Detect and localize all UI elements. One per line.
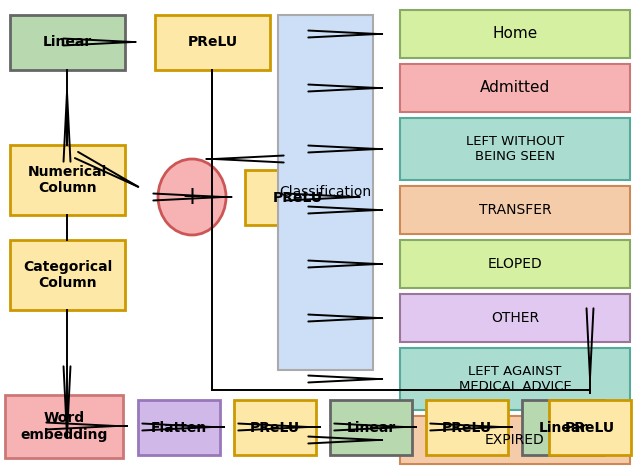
FancyBboxPatch shape [400,348,630,410]
FancyBboxPatch shape [400,64,630,112]
Text: PReLU: PReLU [442,421,492,435]
Text: Flatten: Flatten [151,421,207,435]
Text: Linear: Linear [43,35,92,50]
FancyBboxPatch shape [400,118,630,180]
Text: PReLU: PReLU [188,35,237,50]
FancyBboxPatch shape [330,400,412,455]
FancyBboxPatch shape [426,400,508,455]
FancyBboxPatch shape [522,400,604,455]
Text: TRANSFER: TRANSFER [479,203,551,217]
Text: LEFT AGAINST
MEDICAL ADVICE: LEFT AGAINST MEDICAL ADVICE [459,365,572,393]
FancyBboxPatch shape [155,15,270,70]
FancyBboxPatch shape [5,395,123,458]
Text: Classification: Classification [280,185,372,200]
FancyBboxPatch shape [10,240,125,310]
FancyBboxPatch shape [10,15,125,70]
Ellipse shape [158,159,226,235]
FancyBboxPatch shape [10,145,125,215]
FancyBboxPatch shape [549,400,631,455]
Text: ELOPED: ELOPED [488,257,542,271]
FancyBboxPatch shape [400,10,630,58]
Text: Linear: Linear [346,421,396,435]
FancyBboxPatch shape [400,240,630,288]
FancyBboxPatch shape [400,294,630,342]
FancyBboxPatch shape [400,186,630,234]
Text: PReLU: PReLU [273,191,323,204]
FancyBboxPatch shape [278,15,373,370]
Text: EXPIRED: EXPIRED [485,433,545,447]
Text: +: + [182,185,202,209]
Text: Word
embedding: Word embedding [20,412,108,442]
Text: Home: Home [492,26,538,42]
Text: Categorical
Column: Categorical Column [23,260,112,290]
Text: PReLU: PReLU [565,421,615,435]
Text: PReLU: PReLU [250,421,300,435]
FancyBboxPatch shape [400,416,630,464]
FancyBboxPatch shape [234,400,316,455]
FancyBboxPatch shape [245,170,350,225]
FancyBboxPatch shape [138,400,220,455]
Text: Linear: Linear [538,421,588,435]
Text: Admitted: Admitted [480,81,550,95]
Text: OTHER: OTHER [491,311,539,325]
Text: Numerical
Column: Numerical Column [28,165,107,195]
Text: LEFT WITHOUT
BEING SEEN: LEFT WITHOUT BEING SEEN [466,135,564,163]
